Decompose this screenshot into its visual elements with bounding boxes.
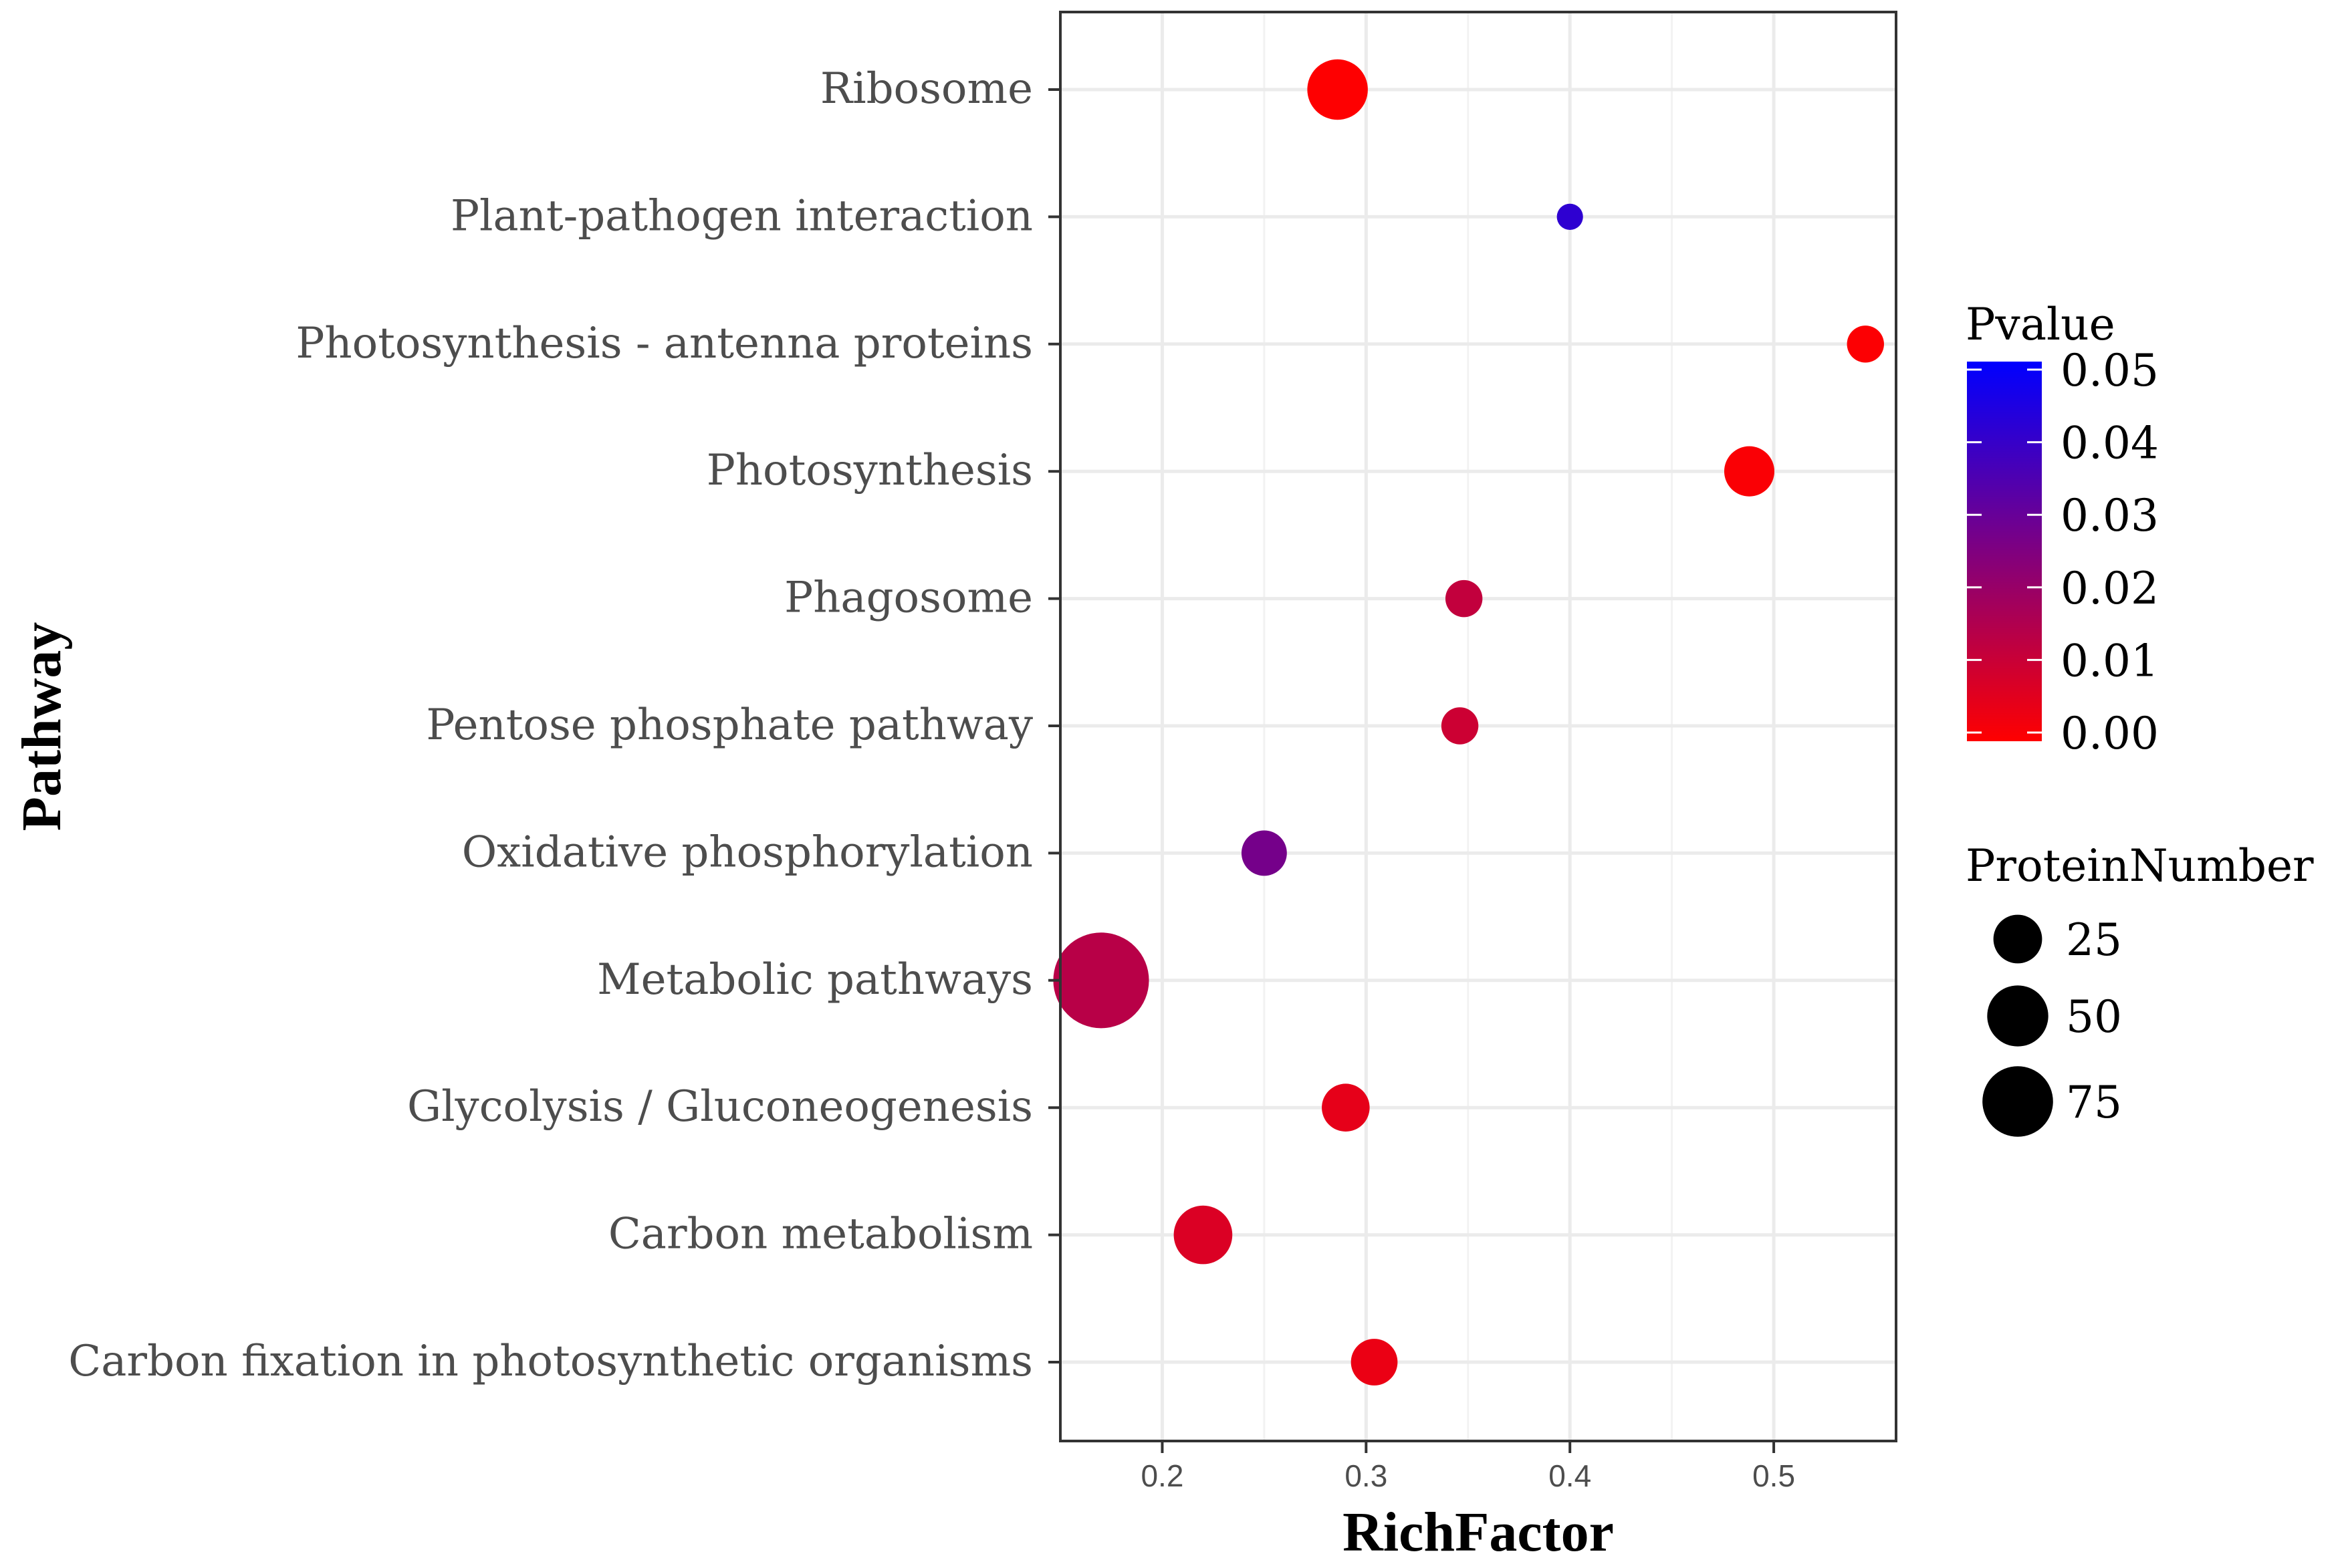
y-category-label: Metabolic pathways <box>597 955 1033 1005</box>
pvalue-legend-label: 0.04 <box>2061 418 2159 469</box>
y-category-label: Oxidative phosphorylation <box>462 827 1033 877</box>
pvalue-legend-labels: 0.05 0.04 0.03 0.02 0.01 0.00 <box>1967 345 2159 759</box>
x-tick-label: 0.4 <box>1548 1458 1591 1493</box>
data-point <box>1322 1083 1370 1132</box>
protein-number-legend-keys: 25 50 75 <box>1982 914 2122 1137</box>
y-category-label: Photosynthesis <box>707 446 1033 495</box>
x-tick-labels: 0.2 0.3 0.4 0.5 <box>1141 1441 1795 1493</box>
data-point <box>1241 830 1287 876</box>
data-point <box>1847 325 1884 363</box>
pvalue-legend: Pvalue 0.05 0.04 0.03 0.02 0.01 0.00 <box>1966 299 2159 759</box>
data-point <box>1173 1205 1233 1265</box>
data-point <box>1053 932 1149 1029</box>
x-tick-label: 0.5 <box>1752 1458 1795 1493</box>
pvalue-legend-title: Pvalue <box>1966 299 2115 350</box>
pvalue-legend-label: 0.02 <box>2061 563 2159 614</box>
y-category-label: Ribosome <box>820 64 1033 114</box>
size-legend-label: 75 <box>2066 1077 2122 1128</box>
data-point <box>1351 1339 1398 1386</box>
data-point <box>1445 579 1483 618</box>
size-legend-marker <box>1982 1066 2053 1137</box>
data-point <box>1307 59 1368 120</box>
y-axis-title: Pathway <box>11 622 73 831</box>
pvalue-colorbar <box>1967 362 2042 741</box>
y-category-label: Plant-pathogen interaction <box>451 191 1033 241</box>
pvalue-legend-label: 0.00 <box>2061 708 2159 759</box>
protein-number-legend-title: ProteinNumber <box>1966 840 2314 892</box>
y-category-label: Carbon metabolism <box>608 1210 1033 1259</box>
size-legend-label: 25 <box>2066 914 2122 966</box>
x-tick-label: 0.2 <box>1141 1458 1183 1493</box>
size-legend-marker <box>1987 985 2048 1047</box>
size-legend-marker <box>1993 914 2042 964</box>
data-point <box>1724 446 1775 497</box>
data-point <box>1556 203 1583 230</box>
pvalue-legend-label: 0.05 <box>2061 345 2159 396</box>
y-category-label: Carbon fixation in photosynthetic organi… <box>68 1337 1033 1386</box>
protein-number-legend: ProteinNumber 25 50 75 <box>1966 840 2314 1137</box>
data-points <box>1053 59 1884 1386</box>
y-category-labels: Ribosome Plant-pathogen interaction Photos… <box>68 64 1060 1386</box>
pvalue-legend-label: 0.03 <box>2061 490 2159 541</box>
y-category-label: Glycolysis / Gluconeogenesis <box>407 1082 1033 1132</box>
y-category-label: Photosynthesis - antenna proteins <box>296 319 1033 368</box>
data-point <box>1441 707 1479 745</box>
pvalue-legend-label: 0.01 <box>2061 635 2159 686</box>
x-tick-label: 0.3 <box>1344 1458 1387 1493</box>
y-category-label: Pentose phosphate pathway <box>426 700 1033 750</box>
size-legend-label: 50 <box>2066 991 2122 1043</box>
x-axis-title: RichFactor <box>1342 1501 1614 1563</box>
y-category-label: Phagosome <box>784 573 1033 623</box>
